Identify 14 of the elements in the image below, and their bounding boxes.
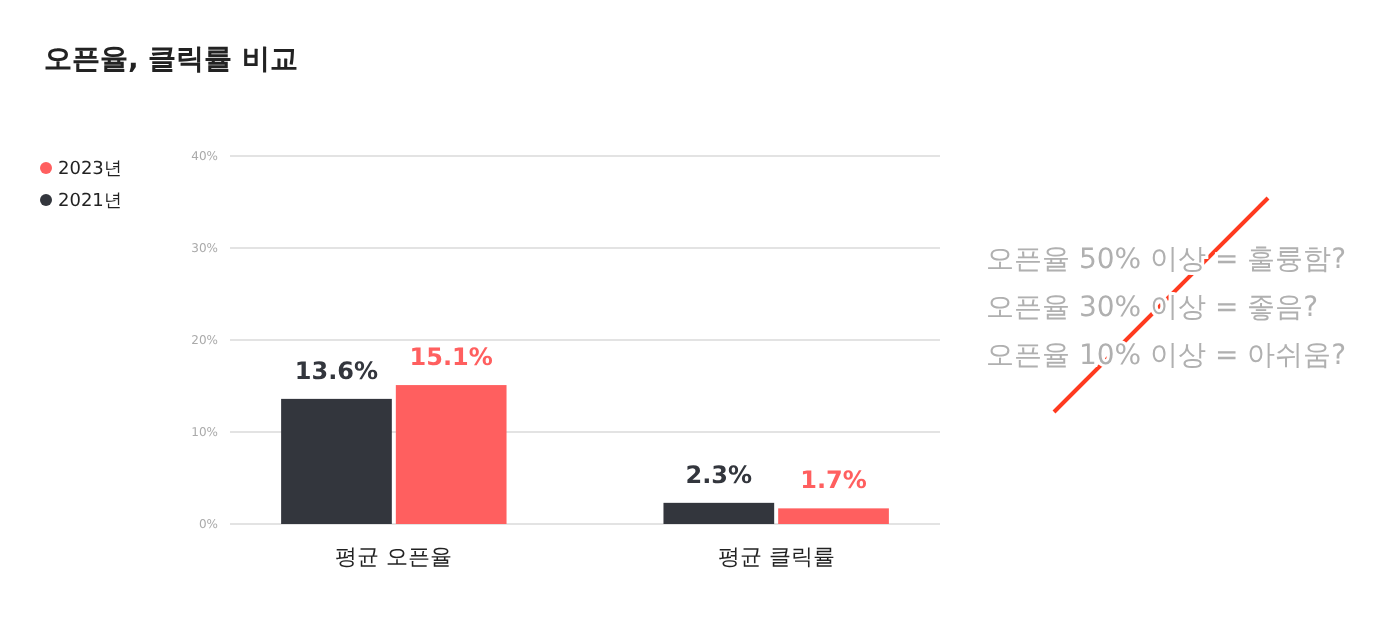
chart-title: 오픈율, 클릭률 비교 <box>44 44 299 76</box>
text: 오픈율 50% 이상 = 훌륭함? <box>986 244 1347 276</box>
legend-label: 2023년 <box>58 160 122 181</box>
bar <box>395 385 507 524</box>
bar <box>663 502 775 524</box>
x-tick-label: 평균 오픈율 <box>335 544 453 570</box>
data-label: 15.1% <box>409 343 493 372</box>
data-label: 13.6% <box>294 356 379 385</box>
bar <box>778 508 889 524</box>
legend-label: 2021년 <box>58 192 122 213</box>
data-label: 2.3% <box>685 460 753 489</box>
bar <box>281 398 392 524</box>
x-tick-label: 평균 클릭률 <box>717 544 835 570</box>
data-label: 1.7% <box>800 466 867 495</box>
